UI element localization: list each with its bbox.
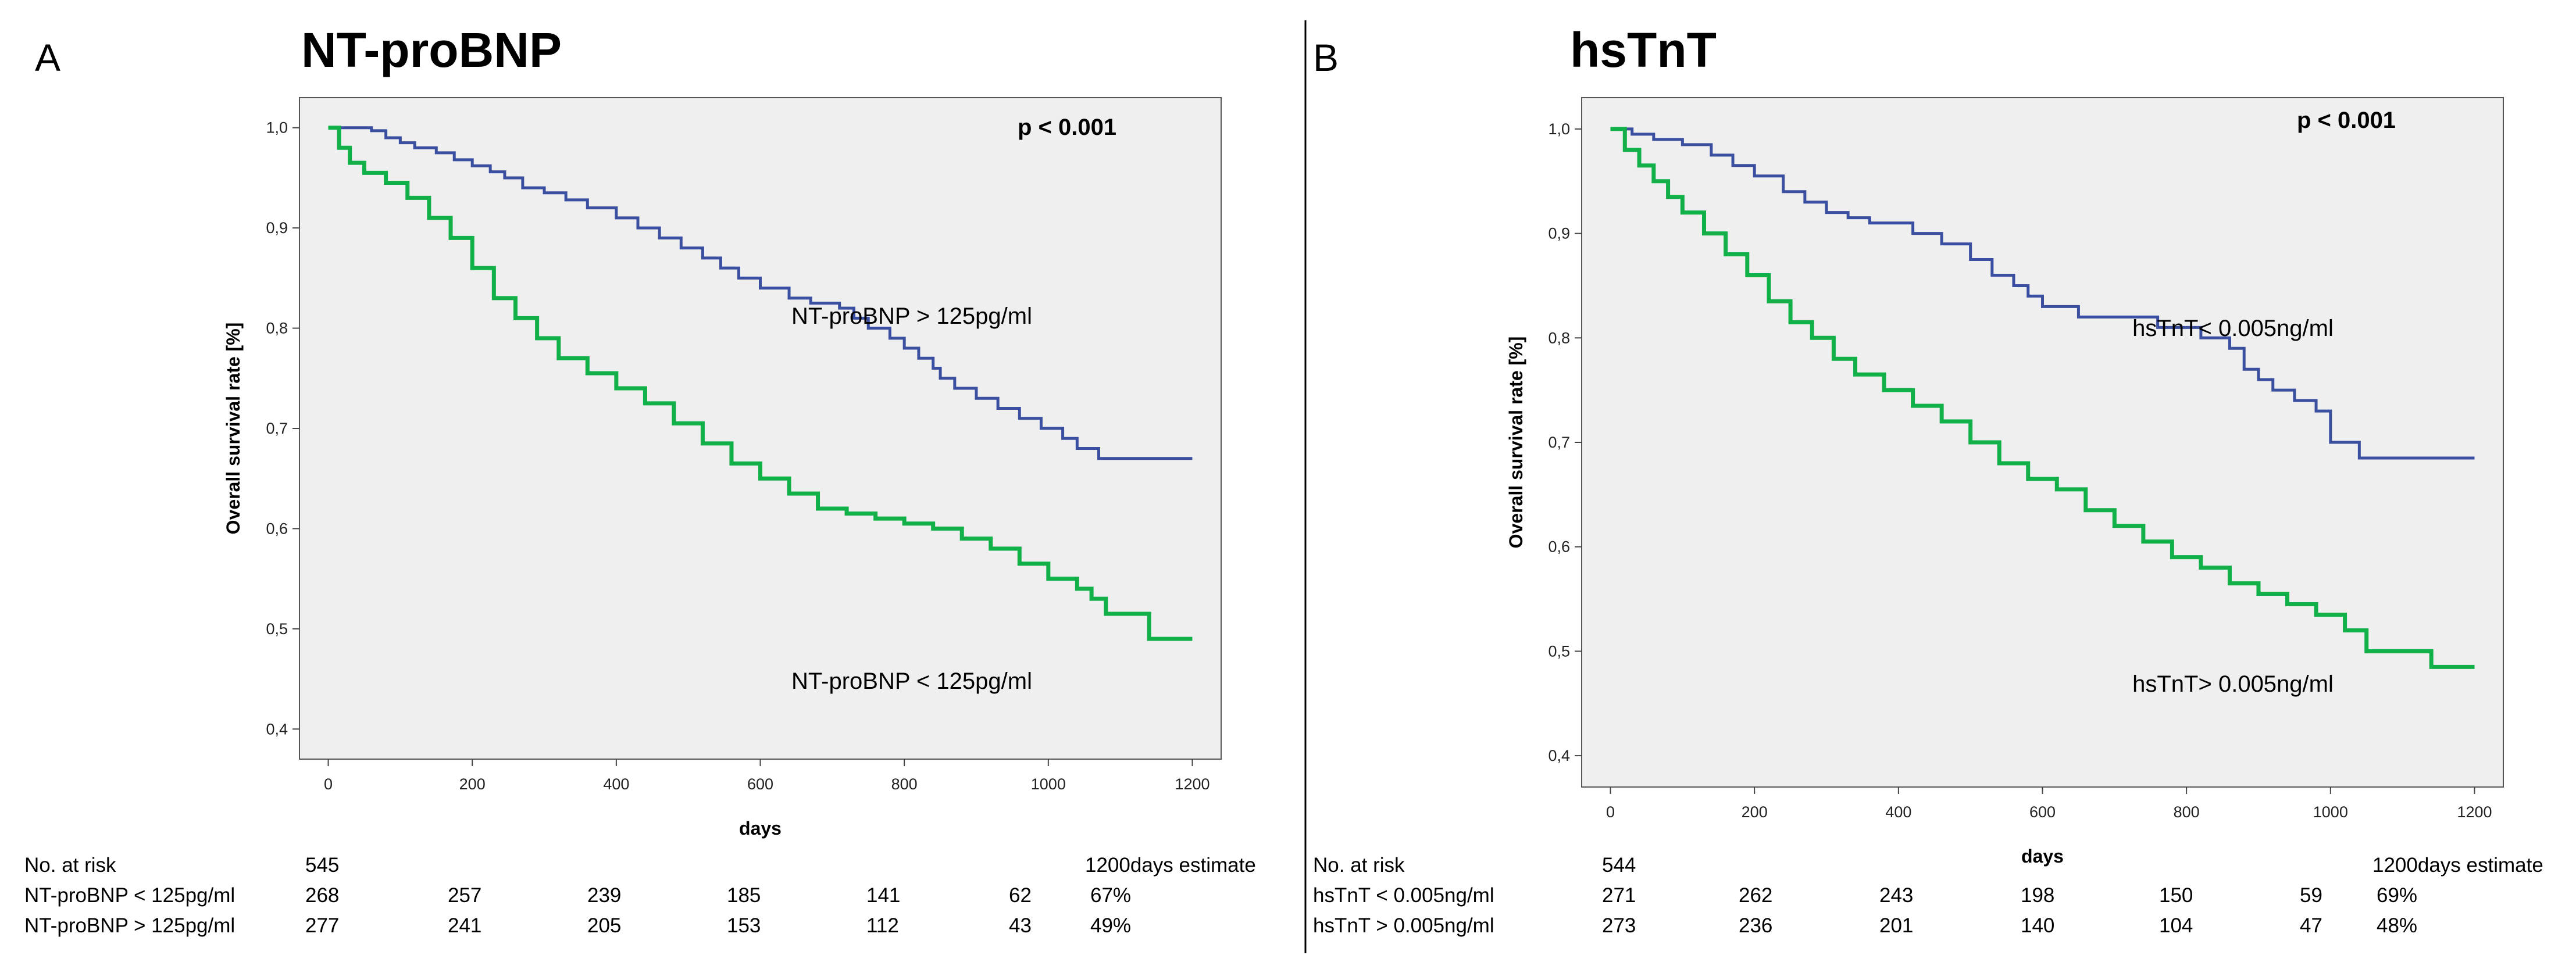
risk-row-label: NT-proBNP > 125pg/ml <box>24 914 235 937</box>
y-tick-label: 0,4 <box>1548 747 1570 764</box>
y-tick-label: 0,7 <box>1548 434 1570 451</box>
y-tick-label: 0,4 <box>266 720 288 738</box>
risk-row-value: 153 <box>727 914 761 937</box>
x-tick-label: 200 <box>1742 803 1768 821</box>
y-tick-label: 1,0 <box>1548 120 1570 138</box>
risk-row-value: 140 <box>2021 914 2054 937</box>
x-tick-label: 800 <box>891 775 918 793</box>
risk-row-value: 150 <box>2159 884 2193 907</box>
risk-row-value: 185 <box>727 884 761 907</box>
chart-title: hsTnT <box>1570 23 1717 77</box>
risk-table-estimate-header: 1200days estimate <box>2372 854 2543 877</box>
y-tick-label: 0,5 <box>266 620 288 638</box>
risk-row-value: 239 <box>587 884 621 907</box>
risk-table-total: 545 <box>305 854 339 877</box>
risk-row-value: 62 <box>1009 884 1032 907</box>
risk-table-estimate-header: 1200days estimate <box>1085 854 1256 877</box>
risk-row-value: 198 <box>2021 884 2054 907</box>
risk-row-value: 141 <box>866 884 900 907</box>
y-tick-label: 0,8 <box>1548 329 1570 346</box>
curve-label-low: NT-proBNP < 125pg/ml <box>791 668 1032 694</box>
p-value: p < 0.001 <box>1018 115 1116 140</box>
y-tick-label: 0,9 <box>1548 225 1570 242</box>
risk-row-value: 262 <box>1739 884 1772 907</box>
x-tick-label: 400 <box>1885 803 1911 821</box>
risk-row-value: 205 <box>587 914 621 937</box>
x-tick-label: 600 <box>747 775 773 793</box>
chart-title: NT-proBNP <box>301 23 562 77</box>
y-tick-label: 1,0 <box>266 119 288 137</box>
risk-row-estimate: 49% <box>1090 914 1131 937</box>
y-tick-label: 0,6 <box>266 520 288 537</box>
risk-row-value: 104 <box>2159 914 2193 937</box>
risk-row-value: 201 <box>1879 914 1913 937</box>
risk-row-value: 59 <box>2300 884 2322 907</box>
risk-row-value: 43 <box>1009 914 1032 937</box>
risk-row-label: hsTnT > 0.005ng/ml <box>1313 914 1494 937</box>
risk-row-value: 47 <box>2300 914 2322 937</box>
risk-row-value: 273 <box>1602 914 1636 937</box>
x-tick-label: 800 <box>2174 803 2200 821</box>
survival-curve-high <box>328 126 1193 460</box>
risk-row-value: 268 <box>305 884 339 907</box>
risk-row-estimate: 48% <box>2377 914 2417 937</box>
x-tick-label: 1000 <box>1031 775 1066 793</box>
survival-curve-low <box>1610 127 2475 669</box>
y-axis-label: Overall survival rate [%] <box>223 323 244 535</box>
x-tick-label: 600 <box>2029 803 2056 821</box>
x-tick-label: 1200 <box>1175 775 1209 793</box>
risk-table-header: No. at risk <box>1313 854 1405 877</box>
risk-row-estimate: 67% <box>1090 884 1131 907</box>
panel-letter: A <box>35 36 60 79</box>
y-tick-label: 0,5 <box>1548 642 1570 660</box>
risk-row-value: 243 <box>1879 884 1913 907</box>
risk-row-value: 257 <box>448 884 481 907</box>
risk-row-label: NT-proBNP < 125pg/ml <box>24 884 235 907</box>
x-axis-label: days <box>739 818 782 839</box>
x-axis-label: days <box>2021 846 2064 867</box>
survival-curve-high <box>1610 127 2475 460</box>
x-tick-label: 200 <box>459 775 486 793</box>
curve-label-low: hsTnT> 0.005ng/ml <box>2132 671 2334 697</box>
risk-row-value: 271 <box>1602 884 1636 907</box>
risk-row-estimate: 69% <box>2377 884 2417 907</box>
risk-row-label: hsTnT < 0.005ng/ml <box>1313 884 1494 907</box>
y-tick-label: 0,6 <box>1548 538 1570 556</box>
risk-table-header: No. at risk <box>24 854 116 877</box>
y-tick-label: 0,9 <box>266 219 288 237</box>
y-axis-label: Overall survival rate [%] <box>1505 337 1526 549</box>
plot-area <box>299 97 1222 760</box>
risk-row-value: 241 <box>448 914 481 937</box>
y-tick-label: 0,8 <box>266 320 288 337</box>
x-tick-label: 0 <box>1606 803 1615 821</box>
curve-label-high: NT-proBNP > 125pg/ml <box>791 303 1032 329</box>
x-tick-label: 1200 <box>2457 803 2492 821</box>
panel-letter: B <box>1313 36 1339 79</box>
survival-curve-low <box>328 126 1193 641</box>
risk-table-total: 544 <box>1602 854 1636 877</box>
y-tick-label: 0,7 <box>266 420 288 437</box>
x-tick-label: 0 <box>324 775 333 793</box>
curve-label-high: hsTnT< 0.005ng/ml <box>2132 316 2334 341</box>
risk-row-value: 236 <box>1739 914 1772 937</box>
x-tick-label: 1000 <box>2313 803 2348 821</box>
plot-area <box>1581 97 2504 788</box>
x-tick-label: 400 <box>603 775 629 793</box>
risk-row-value: 277 <box>305 914 339 937</box>
panel-a: A NT-proBNP 0,4 0,5 0,6 0,7 0,8 0,9 1,0 0 200 400 60… <box>24 23 1256 937</box>
p-value: p < 0.001 <box>2297 108 2396 133</box>
risk-row-value: 112 <box>866 914 899 937</box>
